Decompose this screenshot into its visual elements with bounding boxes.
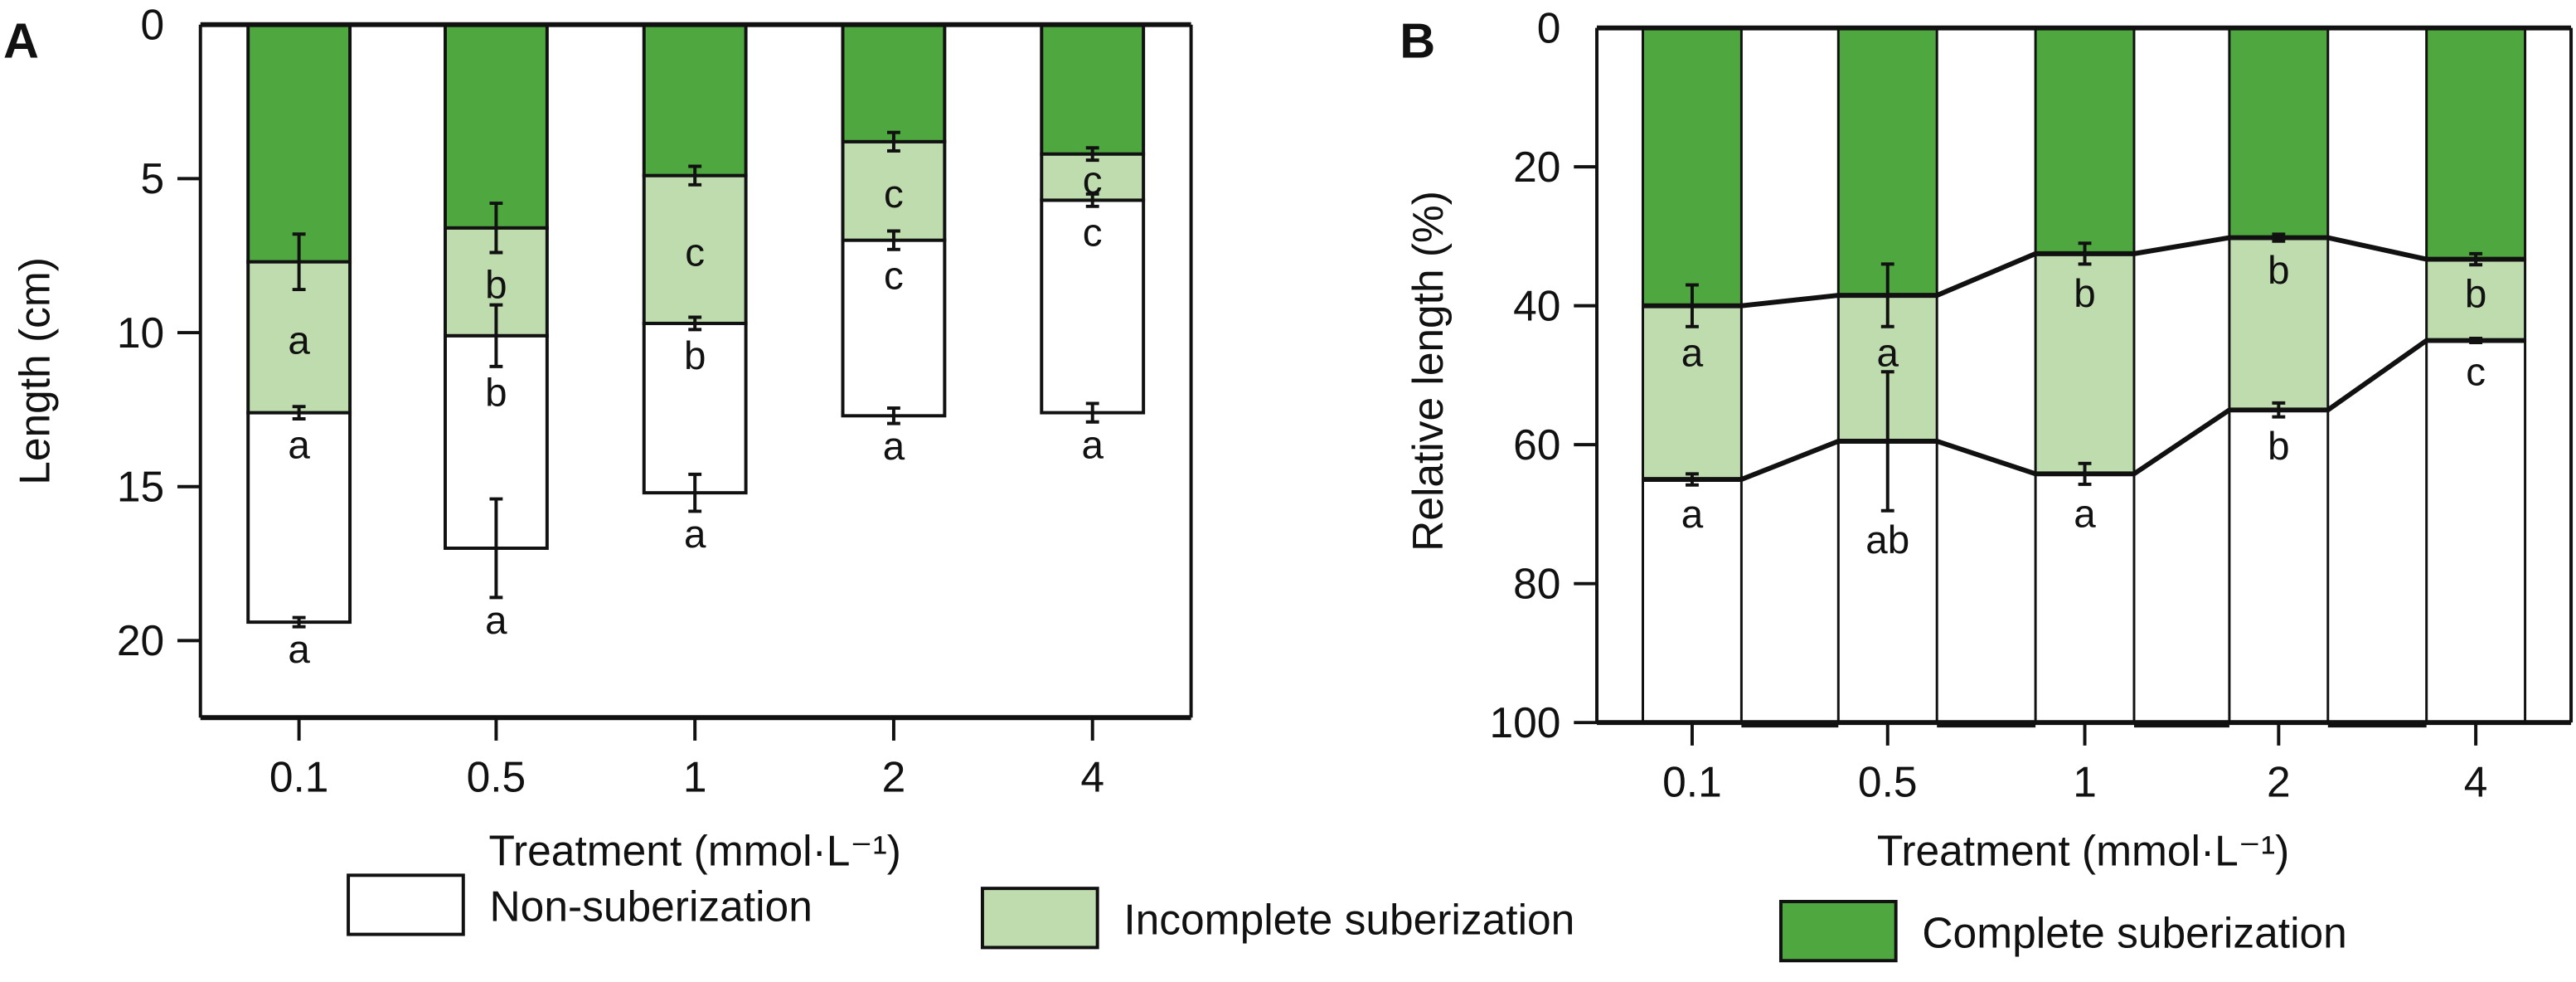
y-tick-label-b: 40: [1513, 282, 1560, 330]
bar-segment-complete-suberization: [1836, 27, 1938, 297]
significance-letter: c: [1083, 211, 1103, 255]
bar-segment-complete-suberization: [642, 22, 748, 177]
significance-letter: b: [485, 264, 507, 308]
significance-letter: b: [2465, 273, 2486, 317]
x-tick-label-b: 0.5: [1858, 757, 1918, 805]
panel-label-b: B: [1400, 12, 1435, 68]
significance-letter: c: [884, 173, 904, 216]
bar-segment-complete-suberization: [1642, 27, 1743, 308]
bar-segment-non-suberization: [642, 321, 748, 495]
significance-letter: c: [1083, 158, 1103, 202]
bar-segment-complete-suberization: [841, 22, 947, 143]
y-tick-label-b: 0: [1537, 3, 1561, 51]
legend-label-complete: Complete suberization: [1922, 908, 2346, 956]
x-tick-label-b: 4: [2464, 757, 2488, 805]
y-tick-label-b: 20: [1513, 143, 1560, 191]
bar-segment-incomplete-suberization: [1642, 304, 1743, 481]
panel-a: A Length (cm) Treatment (mmol·L⁻¹) a a a b b…: [3, 1, 1193, 874]
axes-b: 0 20 40 60 80 100 0.1 0.5 1 2 4: [1489, 3, 2574, 805]
bar-segment-incomplete-suberization: [2034, 252, 2136, 475]
significance-letter: a: [1681, 331, 1704, 375]
bar-segment-complete-suberization: [2425, 27, 2527, 261]
significance-letter: b: [684, 334, 706, 378]
significance-letter: c: [2466, 351, 2486, 395]
legend-swatch-non: [347, 873, 465, 936]
significance-letter: a: [288, 318, 310, 362]
bar-segment-incomplete-suberization: [2228, 236, 2330, 411]
x-tick-label-a: 0.1: [269, 752, 329, 800]
significance-letter: b: [2268, 425, 2289, 469]
significance-letter: b: [2268, 249, 2289, 293]
significance-letter: a: [485, 599, 507, 643]
y-tick-label-b: 60: [1513, 421, 1560, 469]
bar-segment-non-suberization: [246, 411, 352, 625]
x-axis-label-b: Treatment (mmol·L⁻¹): [1877, 826, 2289, 874]
significance-letter: b: [2074, 272, 2095, 316]
legend: Non-suberization Incomplete suberization C…: [347, 873, 2347, 963]
y-axis-label-a: Length (cm): [10, 257, 58, 485]
legend-swatch-complete: [1778, 900, 1898, 963]
bar-segment-complete-suberization: [246, 22, 352, 264]
bar-segment-complete-suberization: [444, 22, 549, 230]
bar-segment-non-suberization: [1642, 478, 1743, 724]
significance-letter: ab: [1865, 518, 1909, 562]
x-tick-label-a: 4: [1080, 752, 1104, 800]
x-tick-label-b: 2: [2267, 757, 2291, 805]
significance-letter: b: [485, 371, 507, 415]
y-tick-label-b: 80: [1513, 560, 1560, 608]
x-tick-label-a: 0.5: [467, 752, 526, 800]
panel-label-a: A: [3, 12, 39, 68]
bar-segment-non-suberization: [841, 238, 947, 418]
y-tick-label-a: 0: [140, 1, 164, 49]
panel-b: B Relative length (%) Treatment (mmol·L⁻…: [1400, 3, 2574, 874]
bar-segment-incomplete-suberization: [642, 173, 748, 325]
bar-segment-incomplete-suberization: [2425, 258, 2527, 343]
y-axis-label-b: Relative length (%): [1404, 191, 1452, 552]
bar-segment-non-suberization: [2425, 339, 2527, 724]
significance-letter: c: [685, 231, 705, 275]
significance-letter: a: [2074, 492, 2096, 536]
y-tick-label-a: 10: [117, 309, 164, 357]
legend-swatch-incomplete: [980, 887, 1099, 950]
legend-label-incomplete: Incomplete suberization: [1123, 896, 1574, 944]
x-tick-label-b: 1: [2073, 757, 2097, 805]
y-tick-label-a: 15: [117, 463, 164, 511]
significance-letter: c: [884, 254, 904, 298]
significance-letter: a: [1877, 331, 1899, 375]
bar-segment-complete-suberization: [1040, 22, 1146, 156]
y-tick-label-a: 20: [117, 616, 164, 664]
axes-a: 0 5 10 15 20 0.1 0.5 1 2 4: [117, 1, 1193, 800]
x-tick-label-a: 1: [683, 752, 707, 800]
significance-letter: a: [1681, 493, 1704, 537]
x-axis-label-a: Treatment (mmol·L⁻¹): [488, 826, 900, 874]
x-tick-label-b: 0.1: [1662, 757, 1722, 805]
significance-letter: a: [1081, 423, 1104, 467]
x-tick-label-a: 2: [882, 752, 906, 800]
legend-label-non: Non-suberization: [489, 882, 812, 931]
y-tick-label-a: 5: [140, 154, 164, 202]
bar-segment-complete-suberization: [2228, 27, 2330, 240]
y-tick-label-b: 100: [1489, 698, 1560, 746]
significance-letter: a: [288, 424, 310, 468]
significance-letter: a: [883, 425, 905, 469]
significance-letter: a: [684, 513, 706, 557]
bar-segment-complete-suberization: [2034, 27, 2136, 255]
significance-letter: a: [288, 628, 310, 672]
